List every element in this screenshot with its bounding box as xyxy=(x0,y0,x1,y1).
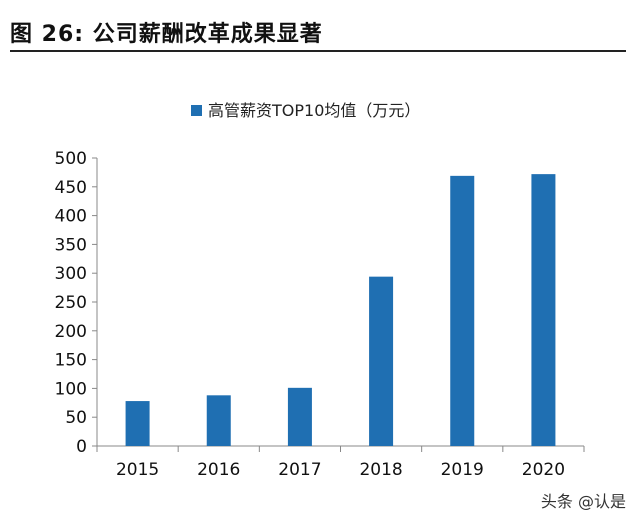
legend-label: 高管薪资TOP10均值（万元） xyxy=(208,101,420,120)
x-tick-label: 2018 xyxy=(359,460,402,480)
x-tick-label: 2015 xyxy=(116,460,159,480)
bar xyxy=(450,175,475,446)
x-tick-label: 2020 xyxy=(522,460,565,480)
bar xyxy=(531,174,556,447)
bar xyxy=(369,276,394,446)
y-tick-label: 500 xyxy=(55,149,87,169)
x-tick-label: 2019 xyxy=(441,460,484,480)
bar xyxy=(206,395,231,446)
x-tick-label: 2017 xyxy=(278,460,321,480)
y-tick-label: 400 xyxy=(55,207,87,227)
figure-header: 图 26: 公司薪酬改革成果显著 xyxy=(10,12,626,52)
figure-title: 图 26: 公司薪酬改革成果显著 xyxy=(10,22,323,47)
legend-swatch xyxy=(191,105,202,116)
y-tick-label: 100 xyxy=(55,379,87,399)
bar xyxy=(287,387,312,446)
watermark: 头条 @认是 xyxy=(540,492,626,511)
legend: 高管薪资TOP10均值（万元） xyxy=(191,101,420,120)
header-rule xyxy=(10,50,626,52)
y-tick-label: 200 xyxy=(55,322,87,342)
bars xyxy=(125,174,556,447)
y-tick-label: 450 xyxy=(55,178,87,198)
x-axis: 2015 2016 2017 2018 2019 2020 xyxy=(96,445,585,480)
y-tick-label: 300 xyxy=(55,264,87,284)
y-tick-label: 0 xyxy=(76,437,87,457)
y-tick-label: 50 xyxy=(65,408,87,428)
y-tick-label: 350 xyxy=(55,235,87,255)
x-tick-label: 2016 xyxy=(197,460,240,480)
y-tick-label: 150 xyxy=(55,351,87,371)
y-axis: 0 50 100 150 200 250 300 350 400 450 500 xyxy=(55,149,98,457)
bar xyxy=(125,401,150,446)
y-tick-label: 250 xyxy=(55,293,87,313)
